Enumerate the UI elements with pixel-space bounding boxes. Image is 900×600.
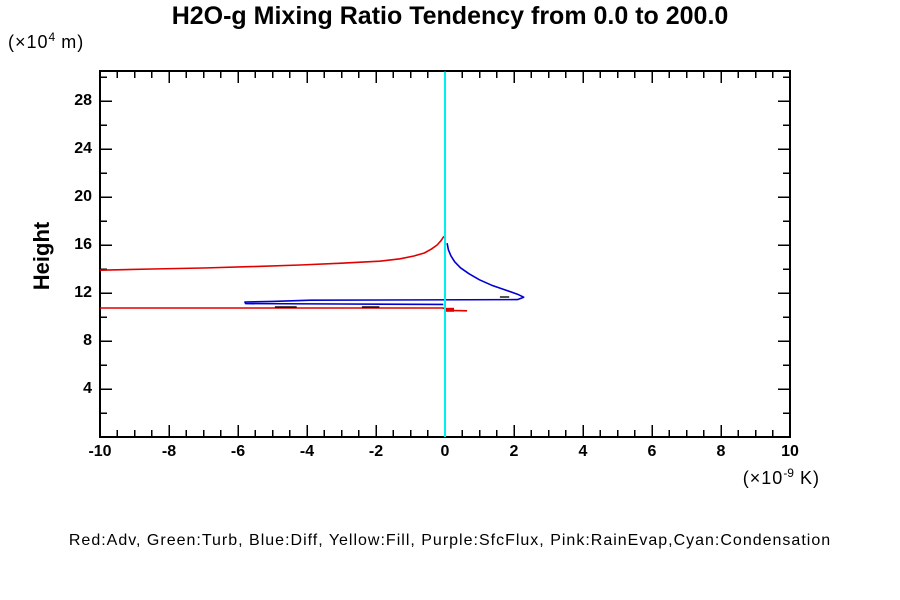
x-unit-exponent: -9 <box>783 466 794 480</box>
x-tick-label-4: 4 <box>578 443 588 460</box>
series-diff-blue- <box>244 243 525 306</box>
y-tick-label-8: 8 <box>83 332 92 349</box>
x-tick-label--2: -2 <box>368 443 384 460</box>
series-adv-red-lower-spike <box>100 307 468 312</box>
y-tick-label-4: 4 <box>83 380 92 397</box>
y-unit-suffix: m) <box>55 32 85 52</box>
y-tick-label-16: 16 <box>74 236 92 253</box>
y-unit-prefix: (×10 <box>8 32 49 52</box>
chart-title: H2O-g Mixing Ratio Tendency from 0.0 to … <box>171 2 729 30</box>
x-tick-label--4: -4 <box>299 443 315 460</box>
x-tick-label-6: 6 <box>647 443 657 460</box>
series-adv-red-upper-branch <box>99 235 445 271</box>
y-tick-label-28: 28 <box>74 92 92 109</box>
x-tick-label-0: 0 <box>440 443 450 460</box>
x-unit-prefix: (×10 <box>742 468 784 488</box>
x-tick-label--10: -10 <box>88 443 112 460</box>
y-unit-exponent: 4 <box>48 30 56 44</box>
x-tick-label-2: 2 <box>509 443 519 460</box>
y-tick-label-24: 24 <box>74 140 92 157</box>
y-axis-unit-label: (×104 m) <box>8 30 84 53</box>
x-tick-label--6: -6 <box>230 443 246 460</box>
y-tick-label-12: 12 <box>74 284 92 301</box>
x-tick-label-8: 8 <box>716 443 726 460</box>
x-axis-unit-label: (×10-9 K) <box>743 466 820 489</box>
y-tick-label-20: 20 <box>74 188 92 205</box>
x-tick-label--8: -8 <box>161 443 177 460</box>
x-tick-label-10: 10 <box>781 443 799 460</box>
legend: Red:Adv, Green:Turb, Blue:Diff, Yellow:F… <box>68 532 832 549</box>
x-unit-suffix: K) <box>793 468 820 488</box>
